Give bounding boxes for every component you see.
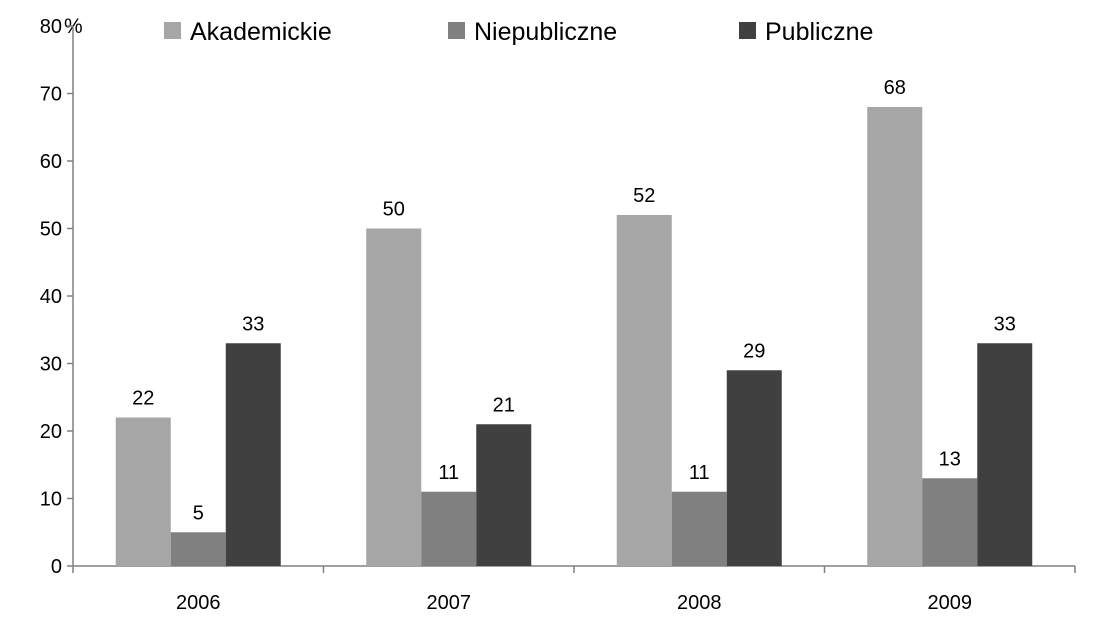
y-tick-label: 80	[40, 16, 62, 38]
x-axis: 2006 2007 2008 2009	[72, 565, 1076, 614]
bar	[476, 424, 532, 566]
bar	[170, 532, 226, 566]
bar	[366, 228, 422, 566]
data-label: 33	[994, 313, 1016, 335]
bar	[671, 491, 727, 566]
y-tick-label: 40	[40, 286, 62, 308]
bar	[616, 215, 672, 566]
y-tick-label: 50	[40, 219, 62, 241]
bar	[922, 478, 978, 566]
data-label: 52	[633, 185, 655, 207]
data-label: 68	[884, 77, 906, 99]
x-tick-label: 2008	[677, 592, 722, 614]
bar	[421, 491, 477, 566]
data-label: 13	[939, 448, 961, 470]
y-tick-label: 70	[40, 84, 62, 106]
bar	[977, 343, 1033, 566]
data-label: 11	[689, 462, 710, 484]
legend-label: Niepubliczne	[474, 18, 617, 46]
data-label: 5	[193, 502, 204, 524]
y-tick-label: 60	[40, 151, 62, 173]
bars	[115, 107, 1033, 566]
data-label: 50	[383, 199, 405, 221]
bar	[115, 417, 171, 566]
data-label: 11	[438, 462, 459, 484]
legend-swatch	[448, 22, 465, 39]
x-tick-label: 2007	[427, 592, 472, 614]
legend-label: Akademickie	[190, 18, 332, 46]
data-label: 21	[493, 394, 515, 416]
y-tick-label: 30	[40, 354, 62, 376]
y-axis: 0 10 20 30 40 50 60 70 80	[40, 16, 74, 578]
legend: Akademickie Niepubliczne Publiczne	[164, 18, 873, 46]
legend-label: Publiczne	[765, 18, 873, 46]
data-label: 29	[743, 340, 765, 362]
data-labels: 22 5 33 50 11 21 52 11 29 68 13 33	[132, 77, 1016, 524]
y-tick-label: 10	[40, 489, 62, 511]
legend-swatch	[739, 22, 756, 39]
bar	[867, 107, 923, 566]
legend-swatch	[164, 22, 181, 39]
y-tick-label: 20	[40, 421, 62, 443]
x-tick-label: 2009	[928, 592, 973, 614]
data-label: 33	[242, 313, 264, 335]
bar	[726, 370, 782, 566]
bar	[225, 343, 281, 566]
y-tick-label: 0	[51, 556, 62, 578]
data-label: 22	[132, 388, 154, 410]
x-tick-label: 2006	[176, 592, 221, 614]
